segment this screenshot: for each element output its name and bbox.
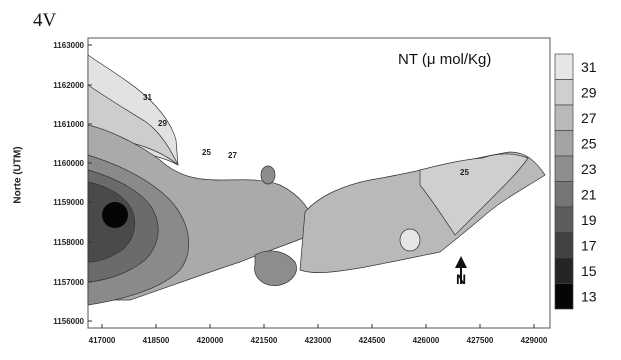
legend-swatch xyxy=(554,155,574,182)
x-tick-label: 426000 xyxy=(413,336,440,345)
legend-label: 23 xyxy=(581,161,597,177)
legend-label: 13 xyxy=(581,288,597,304)
x-axis: 417000 418500 420000 421500 423000 42450… xyxy=(89,324,548,345)
contour-label: 27 xyxy=(228,151,237,160)
legend-label: 19 xyxy=(581,212,597,228)
legend-swatch xyxy=(554,206,574,233)
x-tick-label: 429000 xyxy=(521,336,548,345)
legend-label: 17 xyxy=(581,237,597,253)
legend-swatch xyxy=(554,232,574,259)
x-tick-label: 424500 xyxy=(359,336,386,345)
legend-swatch xyxy=(554,283,574,310)
legend-label: 21 xyxy=(581,186,597,202)
legend-swatch xyxy=(554,53,574,80)
legend-label: 15 xyxy=(581,263,597,279)
north-arrow-label: N xyxy=(456,271,466,287)
east-patch xyxy=(399,228,421,252)
x-tick-label: 418500 xyxy=(143,336,170,345)
legend-label: 25 xyxy=(581,135,597,151)
legend-swatch xyxy=(554,130,574,157)
y-tick-label: 1159000 xyxy=(53,198,84,207)
contour-label: 29 xyxy=(158,119,167,128)
y-axis: 1163000 1162000 1161000 1160000 1159000 … xyxy=(53,41,92,326)
y-tick-label: 1163000 xyxy=(53,41,84,50)
contour-label: 25 xyxy=(202,148,211,157)
legend-swatch xyxy=(554,104,574,131)
x-tick-label: 417000 xyxy=(89,336,116,345)
unit-label: NT (μ mol/Kg) xyxy=(398,51,491,68)
contour-label-group: 31 29 25 27 25 xyxy=(143,93,469,177)
legend: 31 29 27 25 23 21 19 17 15 13 xyxy=(554,53,597,310)
x-tick-label: 421500 xyxy=(251,336,278,345)
y-tick-label: 1157000 xyxy=(53,278,84,287)
x-tick-label: 427500 xyxy=(467,336,494,345)
legend-swatch xyxy=(554,181,574,208)
minimum-core xyxy=(102,202,128,228)
y-tick-label: 1161000 xyxy=(53,120,84,129)
legend-label: 27 xyxy=(581,110,597,126)
north-patch xyxy=(260,165,276,185)
legend-label: 29 xyxy=(581,84,597,100)
panel-label: 4V xyxy=(33,10,57,31)
legend-swatch xyxy=(554,257,574,284)
x-tick-label: 420000 xyxy=(197,336,224,345)
north-arrow-icon: N xyxy=(455,256,467,287)
y-tick-label: 1162000 xyxy=(53,81,84,90)
legend-swatch xyxy=(554,79,574,106)
contour-label: 31 xyxy=(143,93,152,102)
land-zone-tip xyxy=(419,153,529,236)
y-tick-label: 1158000 xyxy=(53,238,84,247)
x-tick-label: 423000 xyxy=(305,336,332,345)
y-tick-label: 1156000 xyxy=(53,317,84,326)
legend-label: 31 xyxy=(581,59,597,75)
central-patch xyxy=(254,250,297,286)
y-tick-label: 1160000 xyxy=(53,159,84,168)
contour-fill-group xyxy=(87,54,546,306)
contour-label: 25 xyxy=(460,168,469,177)
